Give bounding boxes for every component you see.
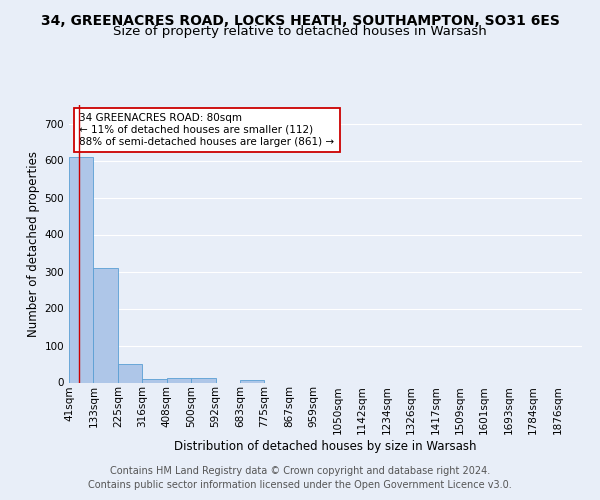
Text: Size of property relative to detached houses in Warsash: Size of property relative to detached ho… — [113, 25, 487, 38]
Text: 34, GREENACRES ROAD, LOCKS HEATH, SOUTHAMPTON, SO31 6ES: 34, GREENACRES ROAD, LOCKS HEATH, SOUTHA… — [41, 14, 559, 28]
Text: Contains HM Land Registry data © Crown copyright and database right 2024.: Contains HM Land Registry data © Crown c… — [110, 466, 490, 476]
Bar — [240, 380, 265, 382]
Bar — [167, 378, 191, 382]
Bar — [94, 268, 118, 382]
Y-axis label: Number of detached properties: Number of detached properties — [28, 151, 40, 337]
Bar — [191, 378, 215, 382]
Bar — [69, 157, 94, 382]
Text: Contains public sector information licensed under the Open Government Licence v3: Contains public sector information licen… — [88, 480, 512, 490]
X-axis label: Distribution of detached houses by size in Warsash: Distribution of detached houses by size … — [174, 440, 477, 452]
Text: 34 GREENACRES ROAD: 80sqm
← 11% of detached houses are smaller (112)
88% of semi: 34 GREENACRES ROAD: 80sqm ← 11% of detac… — [79, 114, 334, 146]
Bar — [142, 379, 167, 382]
Bar — [118, 364, 142, 382]
